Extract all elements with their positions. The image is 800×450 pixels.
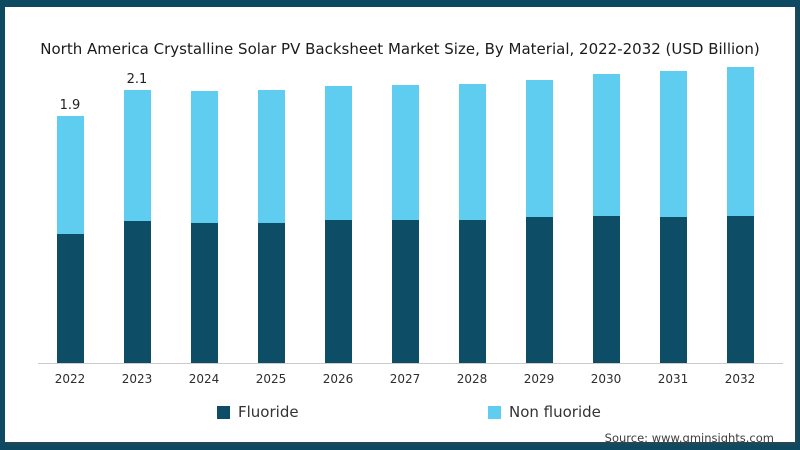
- legend-label-non-fluoride: Non fluoride: [509, 403, 601, 421]
- bar-segment-fluoride-2024: [190, 222, 218, 363]
- x-tick-2031: 2031: [657, 372, 689, 386]
- x-tick-2028: 2028: [456, 372, 488, 386]
- bar-segment-non-fluoride-2024: [190, 91, 218, 223]
- bar-segment-non-fluoride-2023: [123, 90, 151, 222]
- chart-title: North America Crystalline Solar PV Backs…: [40, 40, 760, 58]
- non-fluoride-swatch-icon: [488, 405, 501, 419]
- x-tick-2023: 2023: [121, 372, 153, 386]
- bar-segment-non-fluoride-2027: [391, 84, 419, 220]
- x-tick-2022: 2022: [54, 372, 86, 386]
- bar-segment-fluoride-2026: [324, 220, 352, 363]
- bar-value-label-2022: 1.9: [59, 98, 81, 113]
- bar-segment-fluoride-2029: [525, 217, 553, 363]
- bar-segment-fluoride-2027: [391, 220, 419, 363]
- bar-segment-non-fluoride-2026: [324, 86, 352, 220]
- bar-segment-non-fluoride-2025: [257, 90, 285, 223]
- x-tick-2030: 2030: [590, 372, 622, 386]
- bar-chart: 1.9 2.1 2022 2023 2024 2025 2026 2027 2028 2029 2…: [5, 7, 795, 442]
- bar-segment-non-fluoride-2032: [726, 66, 754, 217]
- bar-segment-fluoride-2030: [592, 216, 620, 363]
- x-tick-2024: 2024: [188, 372, 220, 386]
- x-tick-2027: 2027: [389, 372, 421, 386]
- legend-label-fluoride: Fluoride: [238, 403, 299, 421]
- legend-item-non-fluoride: Non fluoride: [488, 403, 601, 421]
- bar-segment-fluoride-2023: [123, 221, 151, 363]
- legend-item-fluoride: Fluoride: [217, 403, 299, 421]
- bar-segment-non-fluoride-2031: [659, 70, 687, 218]
- bar-segment-fluoride-2032: [726, 216, 754, 363]
- bar-segment-fluoride-2028: [458, 220, 486, 363]
- bar-segment-fluoride-2025: [257, 222, 285, 363]
- bar-segment-fluoride-2022: [56, 234, 84, 363]
- fluoride-swatch-icon: [217, 405, 230, 419]
- source-attribution: Source: www.gminsights.com: [604, 431, 774, 445]
- bar-value-label-2023: 2.1: [126, 72, 148, 87]
- bar-segment-fluoride-2031: [659, 217, 687, 363]
- x-tick-2029: 2029: [523, 372, 555, 386]
- bar-segment-non-fluoride-2028: [458, 83, 486, 220]
- bar-segment-non-fluoride-2030: [592, 74, 620, 217]
- x-tick-2032: 2032: [724, 372, 756, 386]
- x-tick-2026: 2026: [322, 372, 354, 386]
- bar-segment-non-fluoride-2029: [525, 79, 553, 218]
- chart-card: North America Crystalline Solar PV Backs…: [5, 7, 795, 445]
- bar-segment-non-fluoride-2022: [56, 116, 84, 235]
- x-tick-2025: 2025: [255, 372, 287, 386]
- x-axis-line: [38, 363, 783, 364]
